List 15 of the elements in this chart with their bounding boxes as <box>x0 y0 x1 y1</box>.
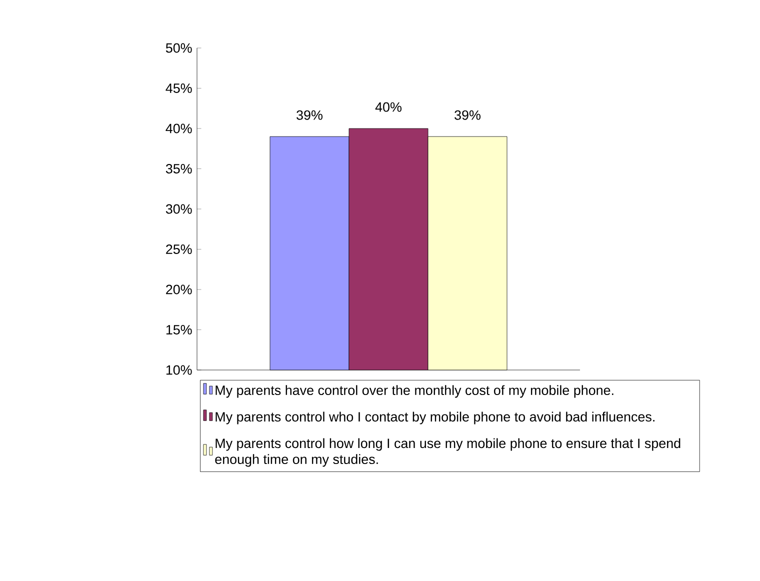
y-tick-label: 40% <box>166 124 192 134</box>
data-label: 39% <box>296 110 322 120</box>
y-tick-label: 15% <box>166 325 192 334</box>
y-tick-label: 10% <box>166 365 192 375</box>
y-tick-label: 30% <box>166 204 192 214</box>
y-tick-label: 45% <box>166 84 192 93</box>
data-label: 40% <box>375 102 402 112</box>
y-tick-label: 20% <box>166 284 192 294</box>
y-tick-label: 35% <box>166 164 192 174</box>
legend-label: My parents control who I contact by mobile phone to avoid bad influences. <box>216 412 654 424</box>
data-label: 39% <box>454 110 480 120</box>
legend-label: My parents control how long I can use my mobile phone to ensure that I spend enough time on my studies. <box>215 438 680 467</box>
y-tick-label: 50% <box>166 43 192 53</box>
y-tick-label: 25% <box>166 244 192 254</box>
legend-label: My parents have control over the monthly cost of my mobile phone. <box>216 385 614 398</box>
